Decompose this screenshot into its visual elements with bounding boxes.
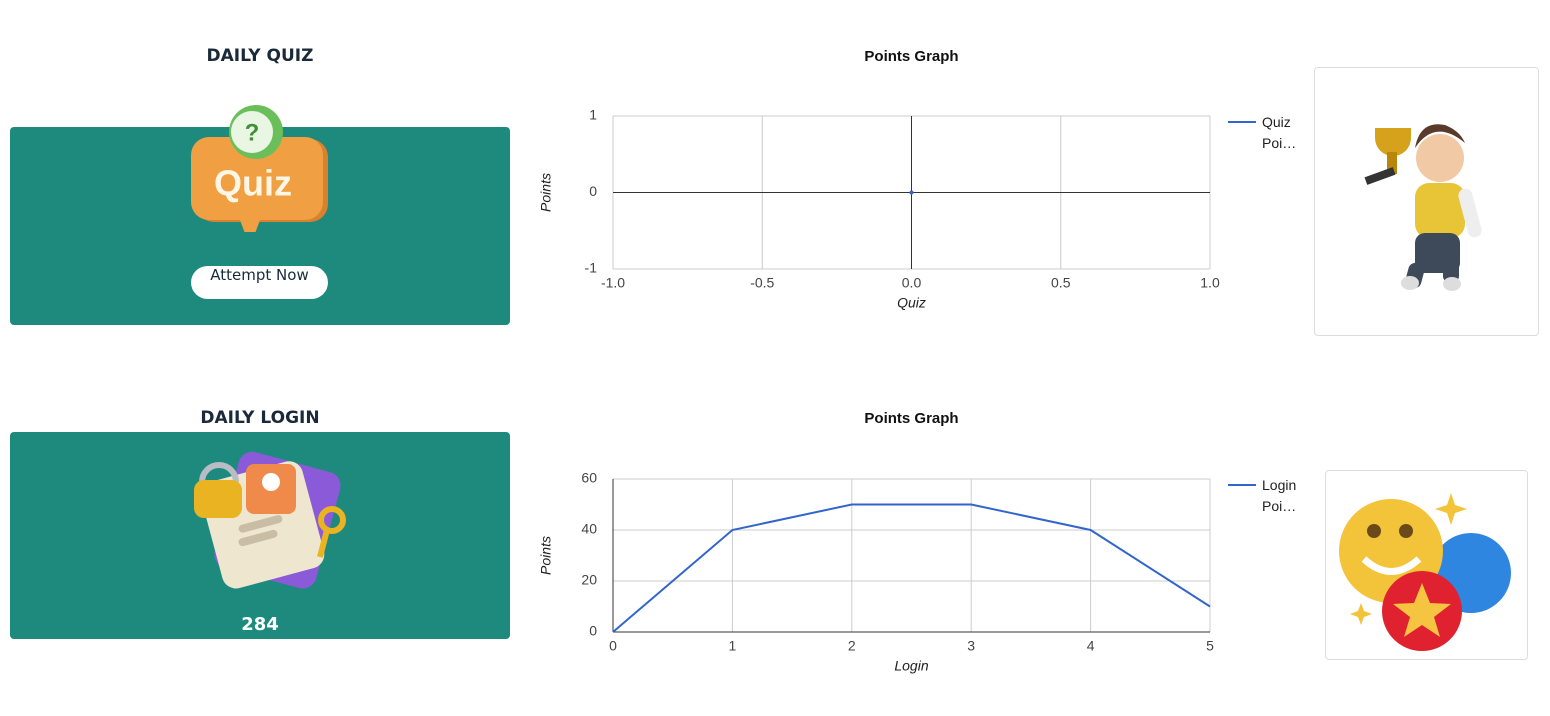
x-axis-label: Quiz — [897, 295, 926, 311]
x-tick-label: -1.0 — [601, 275, 625, 291]
y-axis-label: Points — [538, 173, 554, 212]
quiz-title: DAILY QUIZ — [206, 46, 314, 66]
icon-badge: ? — [245, 119, 260, 146]
attempt-button[interactable]: Attempt Now — [191, 266, 328, 299]
y-axis-label: Points — [538, 536, 554, 575]
login-count: 284 — [241, 614, 279, 635]
y-tick-label: -1 — [585, 260, 598, 276]
emoji-illustration — [1339, 493, 1511, 651]
chart-title: Points Graph — [864, 48, 958, 65]
quiz-card: ? Quiz Attempt Now — [10, 105, 510, 325]
x-tick-label: 0.0 — [902, 275, 922, 291]
login-card: 284 — [10, 432, 510, 639]
y-tick-label: 60 — [581, 470, 597, 486]
y-tick-label: 20 — [581, 572, 597, 588]
legend-label: Login Poi… — [1262, 477, 1297, 514]
quiz-icon: ? Quiz — [191, 105, 328, 232]
x-tick-label: 1.0 — [1200, 275, 1220, 291]
x-tick-label: 1 — [729, 638, 737, 654]
login-title: DAILY LOGIN — [200, 408, 320, 428]
x-tick-label: 0.5 — [1051, 275, 1071, 291]
y-tick-label: 1 — [589, 107, 597, 123]
x-tick-label: 5 — [1206, 638, 1214, 654]
y-tick-label: 0 — [589, 623, 597, 639]
login-icon — [194, 451, 346, 589]
chart-title: Points Graph — [864, 410, 958, 427]
x-tick-label: 3 — [967, 638, 975, 654]
series-line — [612, 503, 1211, 633]
trophy-illustration — [1364, 124, 1482, 291]
data-point — [909, 190, 914, 195]
y-tick-label: 40 — [581, 521, 597, 537]
trophy-image — [1314, 67, 1539, 336]
x-tick-label: 4 — [1087, 638, 1095, 654]
x-tick-label: -0.5 — [750, 275, 774, 291]
emoji-image — [1325, 470, 1528, 660]
x-axis-label: Login — [894, 658, 928, 674]
legend-label: Quiz Poi… — [1262, 114, 1297, 151]
y-tick-label: 0 — [589, 183, 597, 199]
icon-text: Quiz — [214, 163, 292, 204]
x-tick-label: 2 — [848, 638, 856, 654]
x-tick-label: 0 — [609, 638, 617, 654]
